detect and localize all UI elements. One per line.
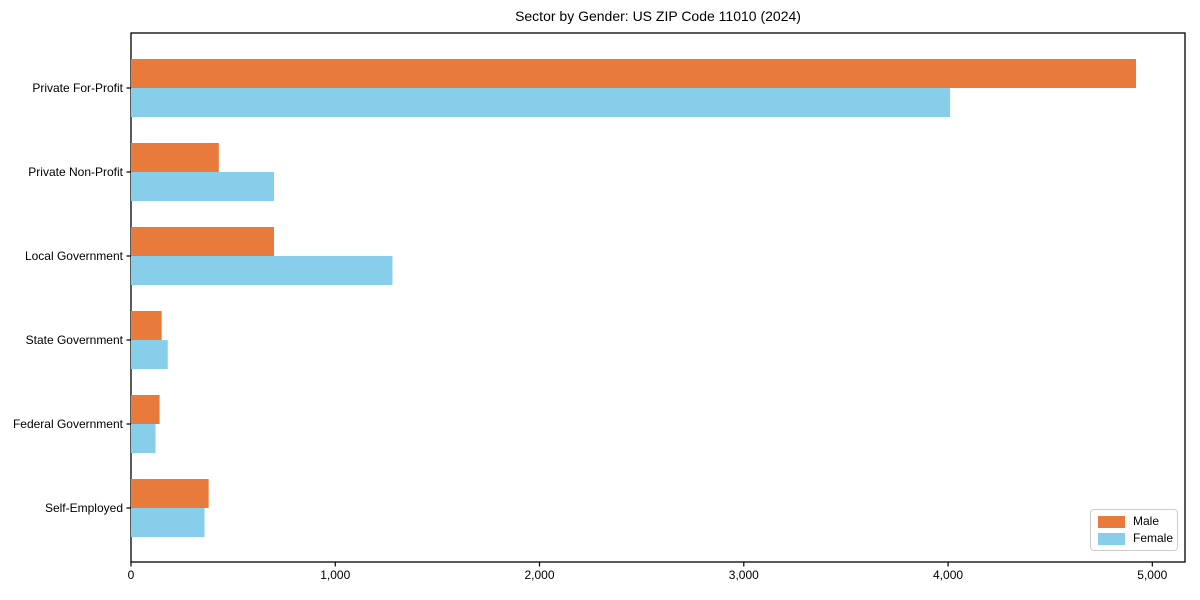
bar-female-state-government (131, 340, 168, 369)
y-tick-label-federal-government: Federal Government (13, 417, 124, 431)
x-tick-label: 3,000 (729, 568, 759, 582)
bar-female-federal-government (131, 424, 156, 453)
legend-item-male: Male (1098, 515, 1169, 528)
bar-male-federal-government (131, 395, 160, 424)
bar-male-self-employed (131, 479, 209, 508)
y-tick-label-private-non-profit: Private Non-Profit (28, 165, 123, 179)
bar-female-local-government (131, 256, 393, 285)
plot-border (130, 32, 1186, 563)
bar-male-local-government (131, 227, 274, 256)
bar-female-self-employed (131, 508, 205, 537)
legend-item-female: Female (1098, 532, 1173, 545)
y-tick-label-self-employed: Self-Employed (45, 501, 123, 515)
legend-label-female: Female (1133, 531, 1174, 545)
y-tick-label-private-for-profit: Private For-Profit (32, 81, 123, 95)
bar-female-private-for-profit (131, 88, 951, 117)
chart-title: Sector by Gender: US ZIP Code 11010 (202… (515, 8, 801, 24)
bar-female-private-non-profit (131, 172, 274, 201)
bar-male-private-non-profit (131, 143, 219, 172)
x-tick-label: 5,000 (1137, 568, 1167, 582)
y-tick-label-local-government: Local Government (25, 249, 124, 263)
legend-swatch-male (1098, 515, 1125, 528)
bar-male-private-for-profit (131, 59, 1136, 88)
x-tick-label: 4,000 (933, 568, 963, 582)
x-tick-label: 1,000 (320, 568, 350, 582)
bar-male-state-government (131, 311, 162, 340)
x-tick-label: 0 (128, 568, 135, 582)
x-tick-label: 2,000 (525, 568, 555, 582)
legend: Male Female (1090, 509, 1178, 551)
y-tick-label-state-government: State Government (26, 333, 124, 347)
legend-swatch-female (1098, 532, 1125, 545)
legend-label-male: Male (1133, 514, 1160, 528)
